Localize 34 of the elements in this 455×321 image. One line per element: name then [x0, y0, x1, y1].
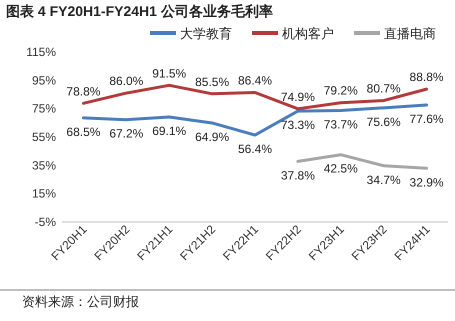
data-label: 42.5% [324, 162, 358, 176]
y-tick-label: 15% [32, 186, 56, 201]
y-tick-label: 55% [32, 130, 56, 144]
y-tick-label: 95% [32, 73, 56, 88]
data-label: 77.6% [410, 112, 444, 126]
chart-title: 图表 4 FY20H1-FY24H1 公司各业务毛利率 [6, 3, 273, 19]
data-label: 75.6% [366, 114, 402, 129]
data-label: 91.5% [152, 66, 187, 80]
legend-label: 大学教育 [180, 26, 232, 41]
data-label: 73.3% [280, 118, 316, 132]
data-label: 32.9% [410, 175, 444, 190]
data-label: 79.2% [324, 84, 358, 98]
legend-label: 直播电商 [384, 26, 436, 41]
data-label: 64.9% [195, 130, 230, 144]
legend-label: 机构客户 [282, 26, 334, 41]
data-label: 67.2% [109, 126, 144, 141]
data-label: 88.8% [410, 70, 444, 84]
data-label: 37.8% [280, 168, 316, 182]
data-label: 78.8% [66, 84, 101, 98]
y-tick-label: 35% [32, 158, 56, 172]
y-tick-label: -5% [34, 215, 56, 229]
data-label: 73.7% [324, 118, 358, 132]
data-label: 85.5% [195, 74, 230, 89]
data-label: 69.1% [152, 124, 187, 138]
data-label: 80.7% [366, 82, 402, 96]
y-tick-label: 115% [26, 45, 56, 59]
data-label: 74.9% [280, 90, 316, 104]
data-label: 34.7% [366, 172, 402, 187]
data-label: 86.4% [238, 74, 272, 88]
data-label: 56.4% [238, 142, 272, 156]
y-tick-label: 75% [32, 102, 56, 116]
text: 资料来源：公司财报 [22, 294, 139, 309]
data-label: 86.0% [109, 74, 144, 88]
data-label: 68.5% [66, 124, 101, 139]
